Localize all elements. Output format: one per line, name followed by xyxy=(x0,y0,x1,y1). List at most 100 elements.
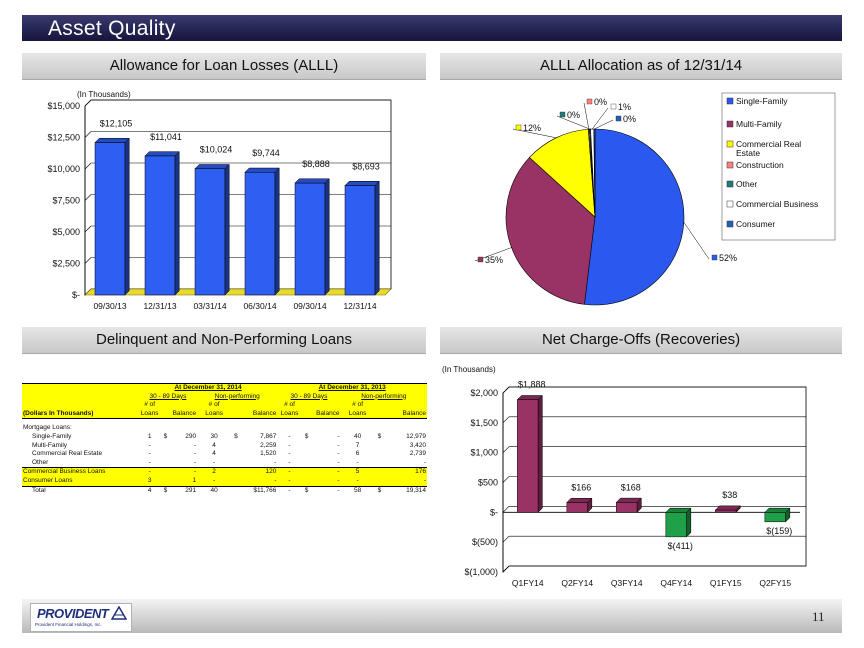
nco-bar-side xyxy=(537,394,543,513)
table-cell: - xyxy=(337,450,340,458)
allowance-units-note: (In Thousands) xyxy=(77,90,131,99)
legend-swatch xyxy=(726,140,734,148)
nco-plot-frame xyxy=(502,386,807,573)
pie-data-label: 0% xyxy=(594,97,607,107)
legend-swatch xyxy=(726,180,734,188)
nco-bar-side xyxy=(686,507,692,538)
nco-y-tick-label: $1,000 xyxy=(470,448,498,458)
pie-label-swatch xyxy=(615,115,622,122)
nco-x-tick-label: Q4FY14 xyxy=(660,578,692,588)
table-cell: - xyxy=(240,476,278,487)
col-header: Balance xyxy=(231,409,278,420)
table-cell: - xyxy=(197,476,232,487)
table-cell: - xyxy=(288,486,291,494)
delinquent-table: At December 31, 2014 At December 31, 201… xyxy=(22,382,427,495)
nco-bar xyxy=(616,502,638,513)
legend-entry: Commercial Business xyxy=(736,199,818,209)
table-cell: 5 xyxy=(340,467,375,477)
legend-entry: Consumer xyxy=(736,219,775,229)
nco-bar xyxy=(715,509,737,513)
pie-slice xyxy=(529,128,596,218)
table-cell: 30 xyxy=(210,432,218,440)
table-cell: 3 xyxy=(138,476,161,487)
section-label: Mortgage Loans: xyxy=(23,424,72,432)
allowance-bar xyxy=(244,171,276,296)
pie-leader-line xyxy=(556,115,591,130)
allowance-data-label: $12,105 xyxy=(100,118,133,128)
nco-bar-top xyxy=(516,395,543,400)
table-cell: - xyxy=(384,476,427,487)
nco-data-label: $1,888 xyxy=(518,380,546,390)
table-cell xyxy=(161,459,171,468)
table-cell xyxy=(231,486,241,495)
pie-data-label: 35% xyxy=(485,255,503,265)
table-row: Single-Family 1 $290 30 $7,867 - $ - 40 $12,979 xyxy=(22,433,427,442)
table-cell xyxy=(231,442,241,451)
delinquent-section-header: Delinquent and Non-Performing Loans xyxy=(22,327,426,354)
table-cell: 7,867 xyxy=(260,432,277,440)
table-cell: - xyxy=(340,476,375,487)
footer-bar xyxy=(22,599,842,633)
allowance-x-tick-label: 09/30/13 xyxy=(93,301,126,311)
table-cell: 58 xyxy=(353,486,362,494)
table-cell: - xyxy=(193,458,197,466)
nco-x-tick-label: Q2FY15 xyxy=(759,578,791,588)
nco-y-tick-label: $1,500 xyxy=(470,418,498,428)
allowance-y-tick-label: $2,500 xyxy=(52,259,80,269)
sub-header-nonperf-2013: Non-performing xyxy=(340,392,427,402)
table-cell: - xyxy=(356,458,359,466)
nco-bar xyxy=(566,502,588,513)
table-cell xyxy=(161,450,171,459)
allowance-bar-top xyxy=(244,167,280,173)
allowance-data-label: $10,024 xyxy=(200,145,233,155)
nco-data-label: $(411) xyxy=(668,541,693,551)
page-number: 11 xyxy=(812,609,825,624)
slide-title-bar: Asset Quality xyxy=(22,15,842,41)
allowance-bar-top xyxy=(294,178,330,184)
table-cell xyxy=(231,450,241,459)
table-cell xyxy=(301,476,312,487)
pie-label-swatch xyxy=(711,254,718,261)
legend-swatch xyxy=(726,200,734,208)
nco-bar-top xyxy=(665,507,692,513)
nco-y-tick-label: $(1,000) xyxy=(464,567,498,577)
nco-bar-top xyxy=(566,497,593,503)
table-cell xyxy=(231,459,241,468)
allowance-gridline xyxy=(84,131,92,138)
table-cell xyxy=(375,459,385,468)
col-header: Loans xyxy=(340,409,375,420)
table-cell: 2,259 xyxy=(260,441,277,449)
col-header: Balance xyxy=(160,409,198,420)
table-cell: 4 xyxy=(147,486,152,494)
allowance-gridline xyxy=(84,257,92,264)
col-top: # of xyxy=(340,401,375,410)
table-cell xyxy=(374,476,385,487)
legend-entry: Construction xyxy=(736,160,784,170)
table-row: Commercial Business Loans - -2 120- -5 176 xyxy=(22,467,427,477)
allowance-data-label: $8,693 xyxy=(352,161,380,171)
nco-x-tick-label: Q1FY14 xyxy=(512,578,544,588)
allowance-bar-top xyxy=(194,164,230,169)
allowance-data-label: $9,744 xyxy=(252,148,280,158)
allowance-x-tick-label: 12/31/13 xyxy=(143,301,176,311)
legend-swatch xyxy=(726,161,734,169)
pie-leader-line xyxy=(592,107,609,130)
table-cell: 1,520 xyxy=(260,450,277,458)
table-cell: 40 xyxy=(210,486,218,494)
legend-entry: Commercial Real xyxy=(736,139,801,149)
table-cell: $ xyxy=(304,432,309,440)
nco-x-tick-label: Q2FY14 xyxy=(561,578,593,588)
pie-data-label: 0% xyxy=(623,114,636,124)
allowance-data-label: $8,888 xyxy=(302,159,330,169)
table-cell: $ xyxy=(163,486,168,494)
table-cell: - xyxy=(138,467,161,477)
sub-header-nonperf-2014: Non-performing xyxy=(197,392,278,402)
allowance-y-tick-label: $5,000 xyxy=(52,227,80,237)
pie-data-label: 12% xyxy=(523,123,541,133)
nco-y-tick-label: $(500) xyxy=(472,537,498,547)
pie-data-label: 52% xyxy=(719,253,737,263)
table-cell: - xyxy=(288,432,291,440)
pie-data-label: 1% xyxy=(618,102,631,112)
provident-logo: PROVIDENT Provident Financial Holdings, … xyxy=(30,603,132,632)
